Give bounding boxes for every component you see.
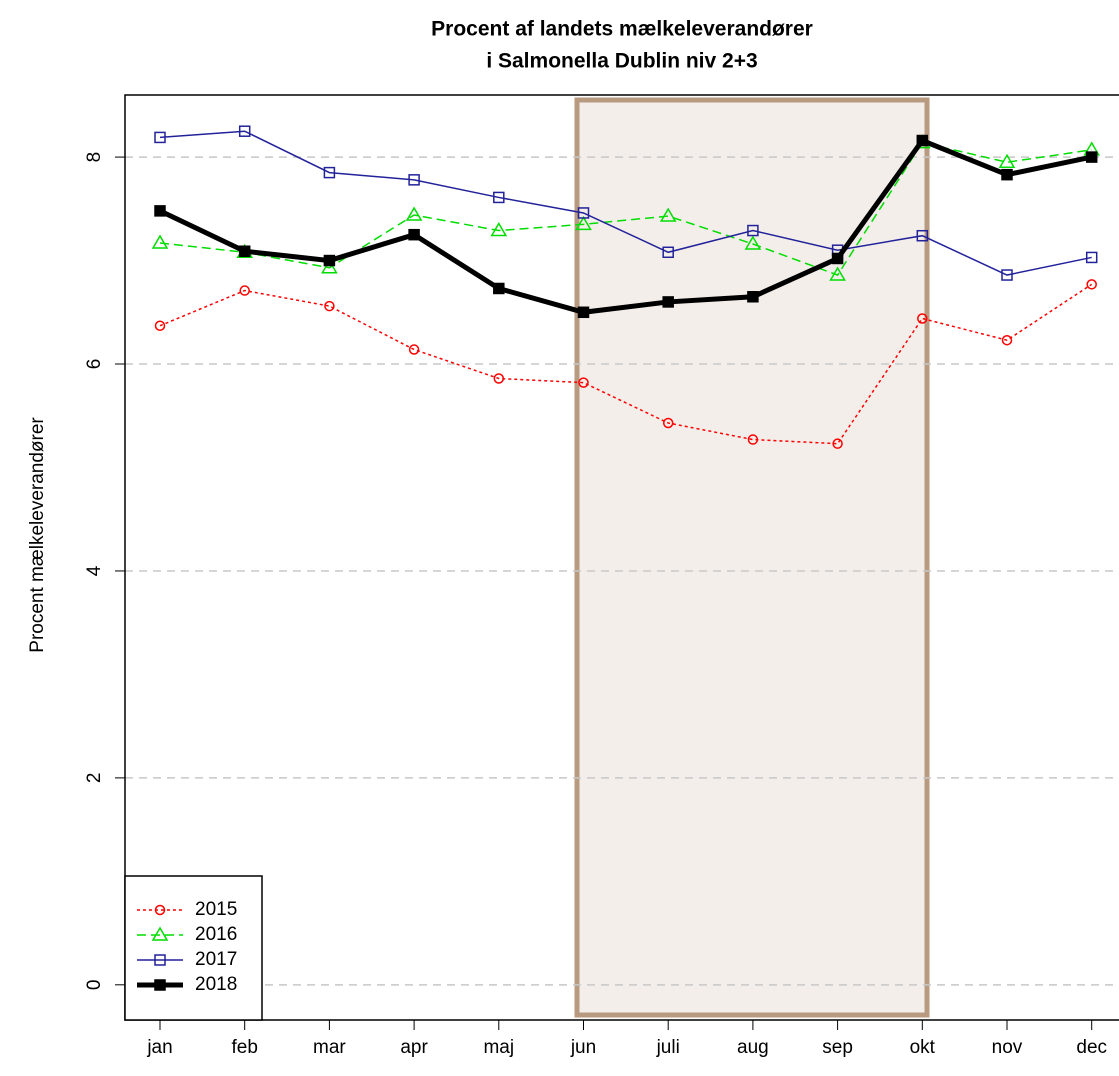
plot-area [125,125,1119,986]
marker [577,306,590,319]
y-tick-label: 6 [84,359,105,370]
marker [408,228,420,241]
legend-label: 2015 [195,899,237,920]
marker [405,206,423,221]
marker [408,344,420,355]
marker [575,215,592,231]
series-line [159,130,1092,276]
y-tick-label: 0 [84,980,105,991]
marker [998,153,1016,169]
marker [1085,251,1098,264]
marker [321,259,338,274]
marker [1085,151,1098,163]
marker [659,207,677,222]
marker [154,131,166,144]
marker [747,224,759,237]
series-line [158,137,1093,315]
marker [1086,279,1097,290]
x-tick-label: sep [822,1037,853,1058]
x-tick-label: apr [400,1037,428,1058]
x-tick-label: aug [737,1037,769,1058]
marker [1001,334,1013,346]
y-tick-label: 2 [84,773,105,784]
marker [154,205,166,217]
x-tick-label: jun [570,1037,596,1058]
marker [832,438,843,449]
marker [493,373,505,384]
legend-label: 2017 [195,949,237,970]
x-tick-label: juli [656,1037,680,1058]
marker [747,434,759,445]
marker [238,245,251,257]
y-tick-label: 8 [84,152,105,163]
series-line [159,283,1093,445]
x-tick-label: dec [1076,1037,1107,1058]
x-tick-label: feb [231,1037,257,1058]
y-axis-label: Procent mælkeleverandører [27,417,48,653]
marker [154,954,166,966]
marker [578,377,589,388]
legend-label: 2016 [195,924,237,945]
marker [154,904,166,916]
marker [916,229,929,242]
marker [490,222,508,237]
series-line [159,141,1092,276]
marker [154,979,166,991]
marker [1001,269,1013,281]
marker [662,417,674,429]
marker [239,285,250,296]
marker [323,166,336,179]
marker [917,313,928,324]
marker [151,234,169,249]
marker [747,291,759,303]
marker [493,191,505,204]
marker [324,300,335,312]
chart-subtitle: i Salmonella Dublin niv 2+3 [486,50,757,73]
x-tick-label: jan [146,1037,172,1058]
x-tick-label: nov [992,1037,1023,1058]
marker [916,134,929,147]
marker [493,282,505,295]
marker [831,252,844,265]
marker [1001,168,1013,181]
chart-title: Procent af landets mælkeleverandører [431,18,813,41]
legend-label: 2018 [195,974,237,995]
x-tick-label: maj [483,1037,514,1058]
x-tick-label: okt [910,1037,936,1058]
plot-frame [124,94,1119,1021]
marker [829,266,846,281]
highlight-period [574,97,930,1018]
legend-box [124,875,263,1021]
marker [238,125,251,137]
marker [408,174,420,186]
marker [151,926,169,941]
x-tick-label: mar [313,1037,346,1058]
marker [577,207,590,219]
marker [323,254,336,267]
marker [744,235,762,250]
marker [154,320,166,331]
marker [662,246,674,259]
y-tick-label: 4 [84,565,105,576]
marker [662,296,674,308]
